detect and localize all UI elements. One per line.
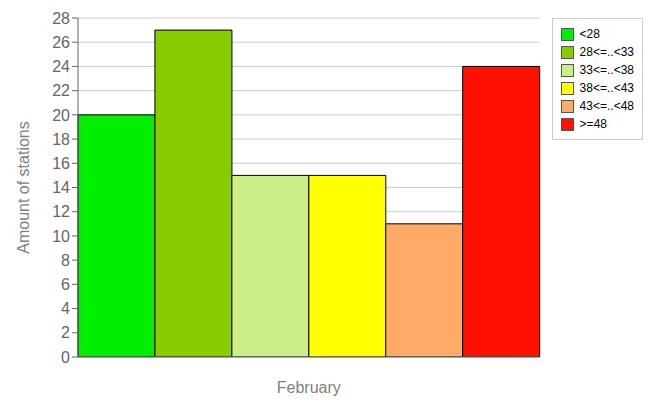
html-text:38<=..<43: 38<=..<43 <box>579 81 634 95</box>
svg-text:February: February <box>277 379 341 396</box>
svg-text:10: 10 <box>52 228 70 245</box>
svg-text:24: 24 <box>52 58 70 75</box>
svg-text:20: 20 <box>52 107 70 124</box>
svg-text:8: 8 <box>61 252 70 269</box>
html-text:>=48: >=48 <box>579 117 607 131</box>
svg-text:2: 2 <box>61 324 70 341</box>
svg-text:18: 18 <box>52 131 70 148</box>
svg-text:26: 26 <box>52 34 70 51</box>
svg-text:28: 28 <box>52 10 70 27</box>
html-text:43<=..<48: 43<=..<48 <box>579 99 634 113</box>
html-text:33<=..<38: 33<=..<38 <box>579 63 634 77</box>
html-text:<28: <28 <box>579 27 600 41</box>
svg-text:4: 4 <box>61 300 70 317</box>
svg-text:12: 12 <box>52 203 70 220</box>
svg-text:0: 0 <box>61 349 70 366</box>
svg-text:Amount of stations: Amount of stations <box>15 121 32 254</box>
svg-text:14: 14 <box>52 179 70 196</box>
svg-text:22: 22 <box>52 82 70 99</box>
svg-text:16: 16 <box>52 155 70 172</box>
svg-text:6: 6 <box>61 276 70 293</box>
html-text:28<=..<33: 28<=..<33 <box>579 45 634 59</box>
